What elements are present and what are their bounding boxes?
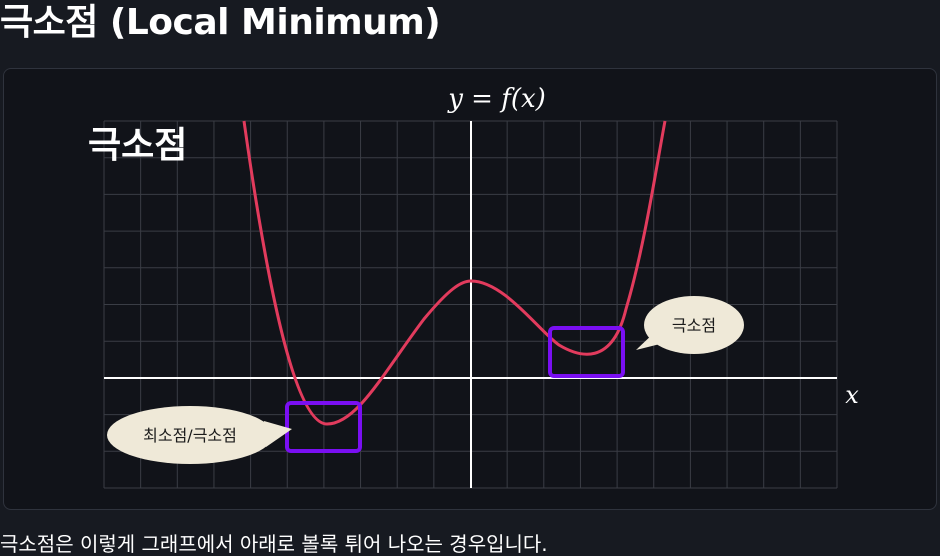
function-label: y = f(x) bbox=[447, 84, 546, 114]
page-title: 극소점 (Local Minimum) bbox=[0, 2, 441, 43]
heading-label: 극소점 bbox=[88, 125, 187, 166]
figure-card: 최소점/극소점 극소점 y = f(x) x 극소점 bbox=[3, 68, 937, 510]
function-curve bbox=[242, 120, 667, 426]
callout-local-minimum: 극소점 bbox=[636, 296, 744, 354]
local-minimum-highlight-box bbox=[548, 326, 625, 378]
global-minimum-highlight-box bbox=[285, 401, 362, 453]
x-axis-label: x bbox=[845, 381, 859, 409]
callout-local-minimum-label: 극소점 bbox=[672, 316, 716, 335]
callout-global-minimum-label: 최소점/극소점 bbox=[143, 426, 237, 445]
callout-global-minimum: 최소점/극소점 bbox=[107, 406, 292, 464]
caption: 극소점은 이렇게 그래프에서 아래로 볼록 튀어 나오는 경우입니다. bbox=[0, 532, 548, 556]
local-minimum-diagram: 최소점/극소점 극소점 y = f(x) x 극소점 bbox=[88, 84, 859, 489]
